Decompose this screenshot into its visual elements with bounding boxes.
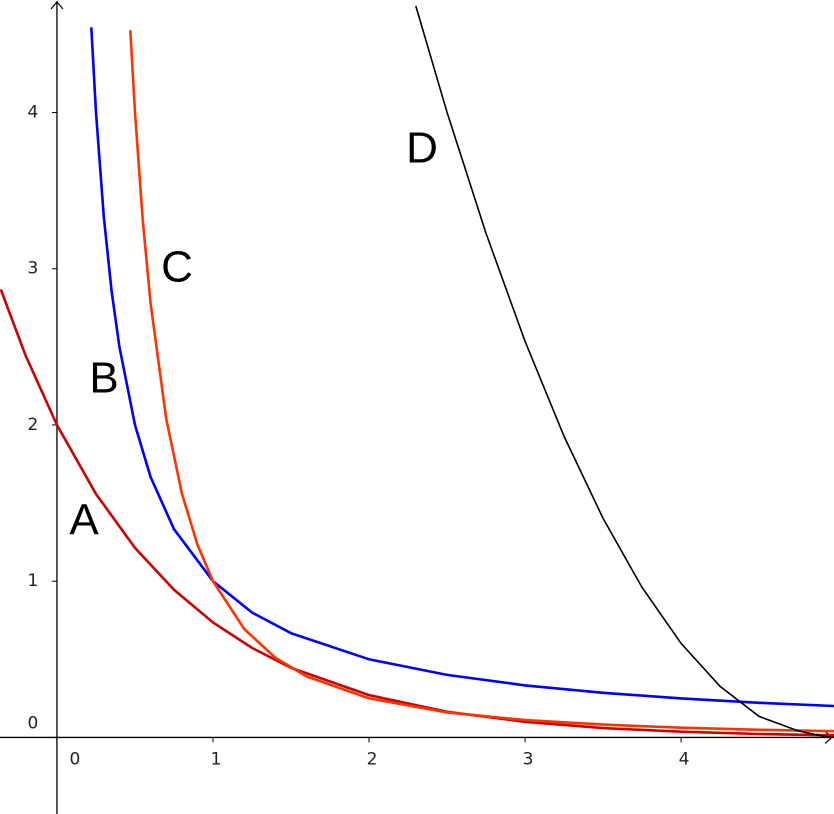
y-tick-label: 3 <box>28 259 39 279</box>
x-tick-label: 1 <box>211 749 222 769</box>
x-tick-label: 4 <box>679 749 690 769</box>
y-arrow <box>50 1 64 10</box>
x-tick-label: 0 <box>70 749 81 769</box>
curve-label: A <box>69 496 99 545</box>
x-tick-label: 2 <box>367 749 378 769</box>
curve <box>90 27 834 708</box>
x-tick-label: 3 <box>523 749 534 769</box>
curve <box>129 30 834 733</box>
curve <box>415 5 834 739</box>
curve-label: C <box>161 243 193 292</box>
y-tick-label: 4 <box>28 102 39 122</box>
y-tick-label: 0 <box>28 713 39 733</box>
y-tick-label: 2 <box>28 415 39 435</box>
y-tick-label: 1 <box>28 571 39 591</box>
curve-label: D <box>406 124 438 173</box>
curve <box>0 289 834 737</box>
curve-label: B <box>89 354 118 403</box>
